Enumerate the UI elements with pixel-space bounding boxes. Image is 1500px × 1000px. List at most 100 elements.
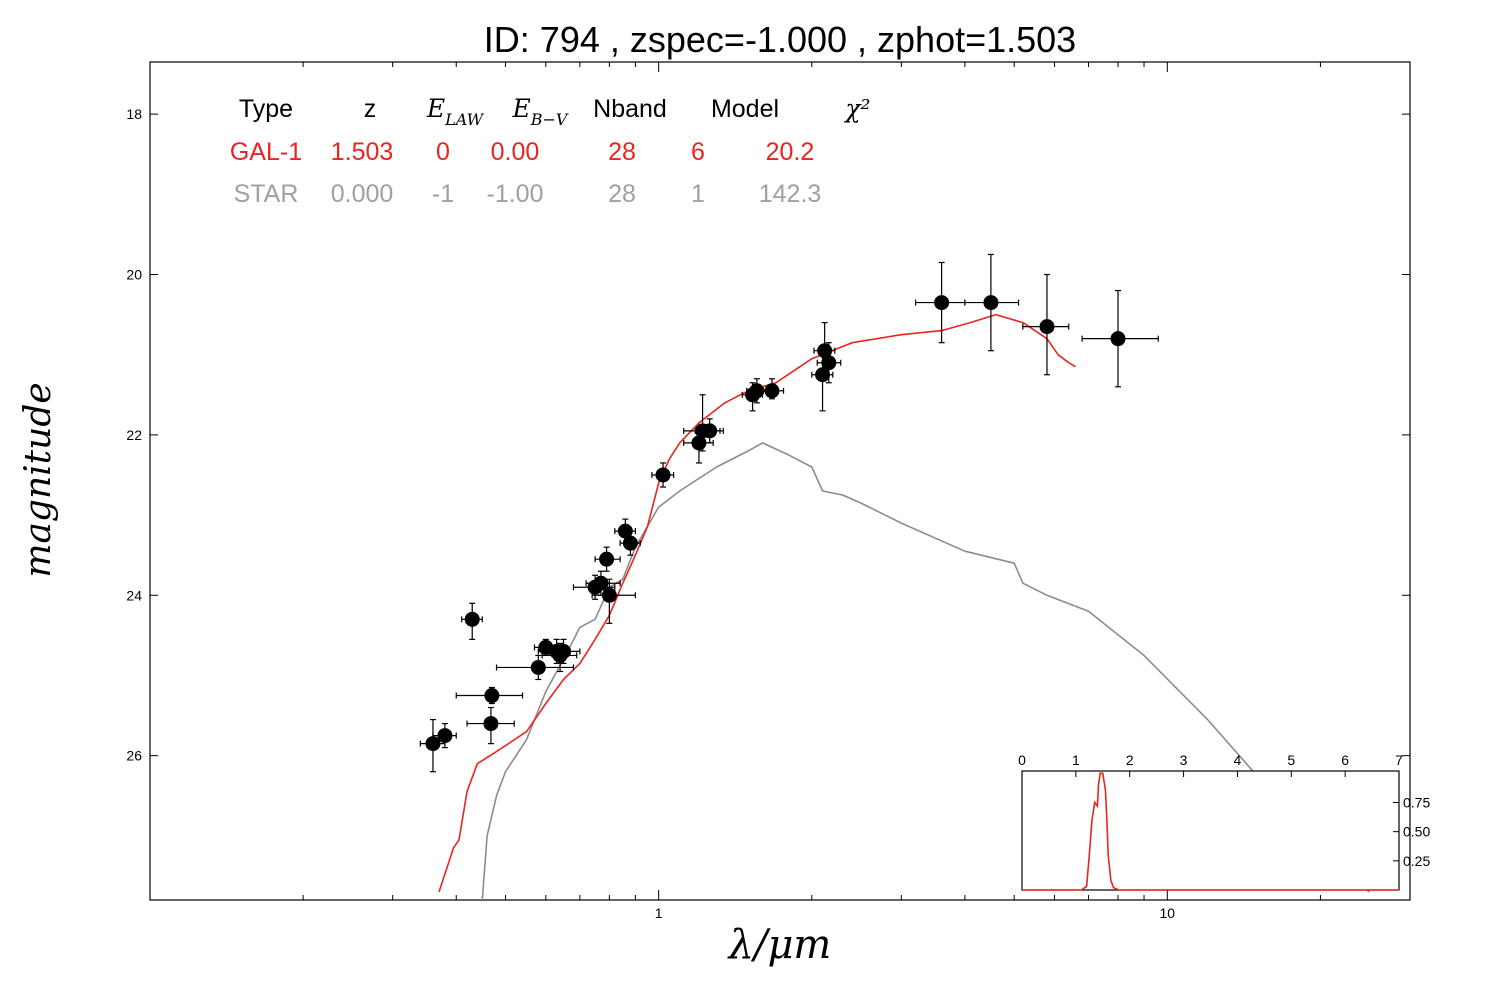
data-point — [591, 578, 636, 624]
data-marker — [617, 523, 633, 539]
data-marker — [764, 383, 780, 399]
y-tick-label: 26 — [126, 748, 142, 764]
table-cell: 6 — [691, 138, 705, 166]
model-spectra — [438, 313, 1371, 900]
observed-photometry — [419, 253, 1159, 773]
table-header-ebv: EB−V — [512, 94, 569, 129]
table-header-model: Model — [711, 95, 779, 123]
chart-title: ID: 794 , zspec=-1.000 , zphot=1.503 — [484, 19, 1076, 60]
table-header-chi2: χ² — [843, 94, 870, 123]
inset-y-tick-label: 0.25 — [1403, 853, 1430, 869]
inset-x-tick-label: 1 — [1072, 752, 1080, 768]
plot-frame — [149, 61, 1411, 901]
data-point — [495, 654, 575, 681]
data-point — [432, 722, 457, 749]
table-header-nband: Nband — [593, 95, 667, 123]
x-axis-label: λ/μm — [727, 922, 832, 968]
data-marker — [815, 367, 831, 383]
data-point — [466, 706, 515, 745]
data-marker — [1039, 319, 1055, 335]
data-point — [1022, 273, 1070, 376]
data-point — [619, 530, 641, 556]
data-point — [811, 346, 834, 412]
data-marker — [601, 587, 617, 603]
header-symbol: E — [426, 94, 445, 123]
series-line-gal-1 — [438, 313, 1076, 893]
y-tick-label: 24 — [126, 587, 142, 603]
data-marker — [483, 716, 499, 732]
table-cell: -1.00 — [487, 180, 544, 208]
header-subscript: LAW — [444, 110, 485, 129]
data-point — [585, 570, 621, 596]
table-header-elaw: ELAW — [426, 94, 485, 129]
data-marker — [702, 423, 718, 439]
table-cell: 20.2 — [766, 138, 815, 166]
inset-x-tick-label: 2 — [1126, 752, 1134, 768]
x-tick-label: 1 — [655, 905, 663, 921]
table-cell: STAR — [234, 180, 299, 208]
data-marker — [749, 383, 765, 399]
data-marker — [821, 355, 837, 371]
data-point — [594, 546, 621, 572]
data-marker — [593, 575, 609, 591]
data-marker — [655, 467, 671, 483]
table-cell: 142.3 — [759, 180, 822, 208]
table-cell: -1 — [432, 180, 454, 208]
inset-x-tick-label: 6 — [1341, 752, 1349, 768]
data-point — [614, 518, 636, 544]
inset-y-tick-label: 0.75 — [1403, 795, 1430, 811]
data-point — [816, 342, 842, 384]
table-cell: 0 — [436, 138, 450, 166]
table-cell: 28 — [608, 138, 636, 166]
data-marker — [934, 295, 950, 311]
data-point — [651, 462, 675, 488]
table-cell: 1.503 — [331, 138, 394, 166]
inset-x-tick-label: 3 — [1180, 752, 1188, 768]
data-marker — [425, 736, 441, 752]
pdz-inset: 0 1 2 3 4 5 6 7 0.25 0.50 0.75 — [1018, 752, 1430, 891]
y-tick-label: 18 — [126, 106, 142, 122]
data-point — [1081, 289, 1159, 388]
inset-x-tick-label: 0 — [1018, 752, 1026, 768]
inset-x-tick-label: 4 — [1234, 752, 1242, 768]
data-marker — [464, 611, 480, 627]
data-marker — [599, 551, 615, 567]
header-symbol: E — [512, 94, 531, 123]
y-tick-label: 22 — [126, 427, 142, 443]
inset-frame — [1021, 770, 1400, 891]
table-cell: GAL-1 — [230, 138, 302, 166]
table-cell: 0.000 — [331, 180, 394, 208]
data-marker — [555, 643, 571, 659]
x-tick-label: 10 — [1160, 905, 1176, 921]
data-point — [548, 638, 581, 665]
data-marker — [983, 295, 999, 311]
inset-pdz-line — [1022, 772, 1399, 891]
table-header-type: Type — [239, 95, 293, 123]
data-marker — [1110, 331, 1126, 347]
inset-x-tick-label: 7 — [1395, 752, 1403, 768]
data-marker — [530, 659, 546, 675]
data-marker — [484, 688, 500, 704]
table-header-z: z — [364, 95, 377, 123]
y-axis-label: magnitude — [18, 382, 59, 577]
table-cell: 1 — [691, 180, 705, 208]
data-point — [461, 602, 483, 640]
data-point — [915, 261, 966, 344]
inset-y-tick-label: 0.50 — [1403, 824, 1430, 840]
y-tick-label: 20 — [126, 267, 142, 283]
data-point — [759, 378, 785, 400]
table-cell: 28 — [608, 180, 636, 208]
table-cell: 0.00 — [491, 138, 540, 166]
data-point — [964, 253, 1020, 352]
inset-x-tick-label: 5 — [1287, 752, 1295, 768]
header-subscript: B−V — [530, 110, 569, 129]
data-point — [694, 418, 724, 444]
series-line-star — [481, 442, 1371, 900]
data-marker — [622, 535, 638, 551]
data-point — [455, 686, 524, 705]
data-point — [419, 718, 446, 773]
data-marker — [437, 728, 453, 744]
